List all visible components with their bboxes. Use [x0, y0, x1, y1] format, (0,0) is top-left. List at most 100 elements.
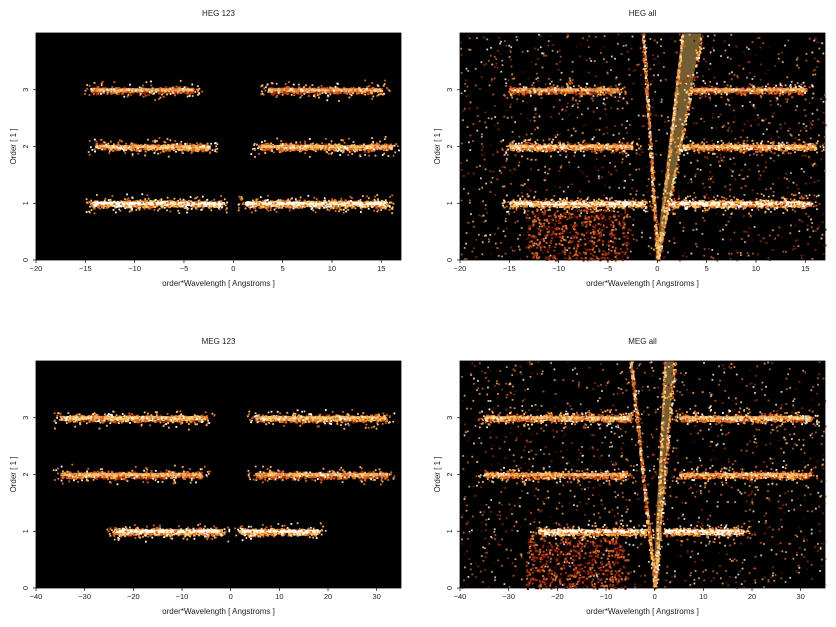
heatmap-cell	[249, 201, 251, 203]
heatmap-cell	[301, 95, 303, 97]
heatmap-cell	[161, 200, 163, 202]
heatmap-cell	[128, 94, 130, 96]
heatmap-cell	[340, 209, 342, 211]
heatmap-cell	[280, 140, 282, 142]
heatmap-cell	[191, 205, 193, 207]
heatmap-cell	[108, 199, 110, 201]
heatmap-cell	[275, 96, 277, 98]
heatmap-cell	[166, 209, 168, 211]
heatmap-cell	[135, 200, 137, 202]
heatmap-cell	[93, 93, 95, 95]
heatmap-cell	[617, 201, 619, 203]
heatmap-cell	[298, 200, 300, 202]
heatmap-cell	[298, 89, 300, 91]
heatmap-cell	[318, 97, 320, 99]
heatmap-cell	[125, 204, 127, 206]
heatmap-cell	[201, 91, 203, 93]
heatmap-cell	[117, 88, 119, 90]
heatmap-cell	[564, 208, 566, 210]
heatmap-cell	[353, 141, 355, 143]
heatmap-cell	[146, 206, 148, 208]
heatmap-cell	[300, 97, 302, 99]
heatmap-cell	[116, 93, 118, 95]
heatmap-cell	[340, 150, 342, 152]
heatmap-cell	[371, 149, 373, 151]
heatmap-cell	[338, 144, 340, 146]
heatmap-cell	[144, 89, 146, 91]
heatmap-cell	[86, 198, 88, 200]
heatmap-cell	[387, 144, 389, 146]
heatmap-cell	[539, 202, 541, 204]
heatmap-cell	[127, 88, 129, 90]
heatmap-cell	[334, 199, 336, 201]
heatmap-cell	[93, 203, 95, 205]
heatmap-cell	[116, 206, 118, 208]
heatmap-cell	[184, 143, 186, 145]
heatmap-cell	[587, 204, 589, 206]
heatmap-cell	[179, 204, 181, 206]
heatmap-cell	[191, 144, 193, 146]
heatmap-cell	[383, 93, 385, 95]
heatmap-cell	[177, 210, 179, 212]
heatmap-cell	[300, 89, 302, 91]
heatmap-cell	[186, 212, 188, 214]
heatmap-cell	[170, 211, 172, 213]
heatmap-cell	[191, 152, 193, 154]
heatmap-cell	[340, 200, 342, 202]
heatmap-cell	[368, 208, 370, 210]
heatmap-cell	[123, 201, 125, 203]
heatmap-cell	[372, 201, 374, 203]
heatmap-cell	[305, 201, 307, 203]
heatmap-cell	[593, 207, 595, 209]
heatmap-cell	[526, 201, 528, 203]
heatmap-cell	[328, 153, 330, 155]
heatmap-cell	[338, 210, 340, 212]
heatmap-cell	[315, 144, 317, 146]
heatmap-cell	[206, 201, 208, 203]
heatmap-cell	[326, 99, 328, 101]
heatmap-cell	[282, 88, 284, 90]
heatmap-cell	[94, 151, 96, 153]
heatmap-cell	[165, 203, 167, 205]
heatmap-cell	[121, 140, 123, 142]
heatmap-cell	[163, 93, 165, 95]
heatmap-cell	[328, 143, 330, 145]
heatmap-cell	[245, 208, 247, 210]
heatmap-cell	[180, 141, 182, 143]
heatmap-cell	[355, 207, 357, 209]
heatmap-cell	[188, 148, 190, 150]
heatmap-cell	[286, 146, 288, 148]
heatmap-cell	[255, 210, 257, 212]
heatmap-cell	[385, 199, 387, 201]
heatmap-cell	[186, 89, 188, 91]
heatmap-cell	[266, 201, 268, 203]
heatmap-cell	[250, 153, 252, 155]
heatmap-cell	[98, 93, 100, 95]
heatmap-cell	[309, 138, 311, 140]
heatmap-cell	[224, 198, 226, 200]
heatmap-cell	[543, 206, 545, 208]
heatmap-cell	[98, 145, 100, 147]
heatmap-cell	[171, 202, 173, 204]
heatmap-cell	[90, 200, 92, 202]
heatmap-cell	[242, 203, 244, 205]
heatmap-cell	[314, 205, 316, 207]
heatmap-cell	[191, 84, 193, 86]
heatmap-cell	[108, 204, 110, 206]
heatmap-cell	[278, 90, 280, 92]
heatmap-cell	[382, 154, 384, 156]
heatmap-cell	[347, 154, 349, 156]
heatmap-cell	[266, 208, 268, 210]
heatmap-cell	[594, 206, 596, 208]
heatmap-cell	[92, 205, 94, 207]
heatmap-cell	[294, 89, 296, 91]
heatmap-cell	[172, 144, 174, 146]
heatmap-cell	[382, 207, 384, 209]
heatmap-cell	[94, 90, 96, 92]
heatmap-cell	[366, 86, 368, 88]
heatmap-cell	[107, 143, 109, 145]
heatmap-cell	[335, 207, 337, 209]
heatmap-cell	[379, 141, 381, 143]
heatmap-cell	[384, 138, 386, 140]
heatmap-cell	[551, 205, 553, 207]
